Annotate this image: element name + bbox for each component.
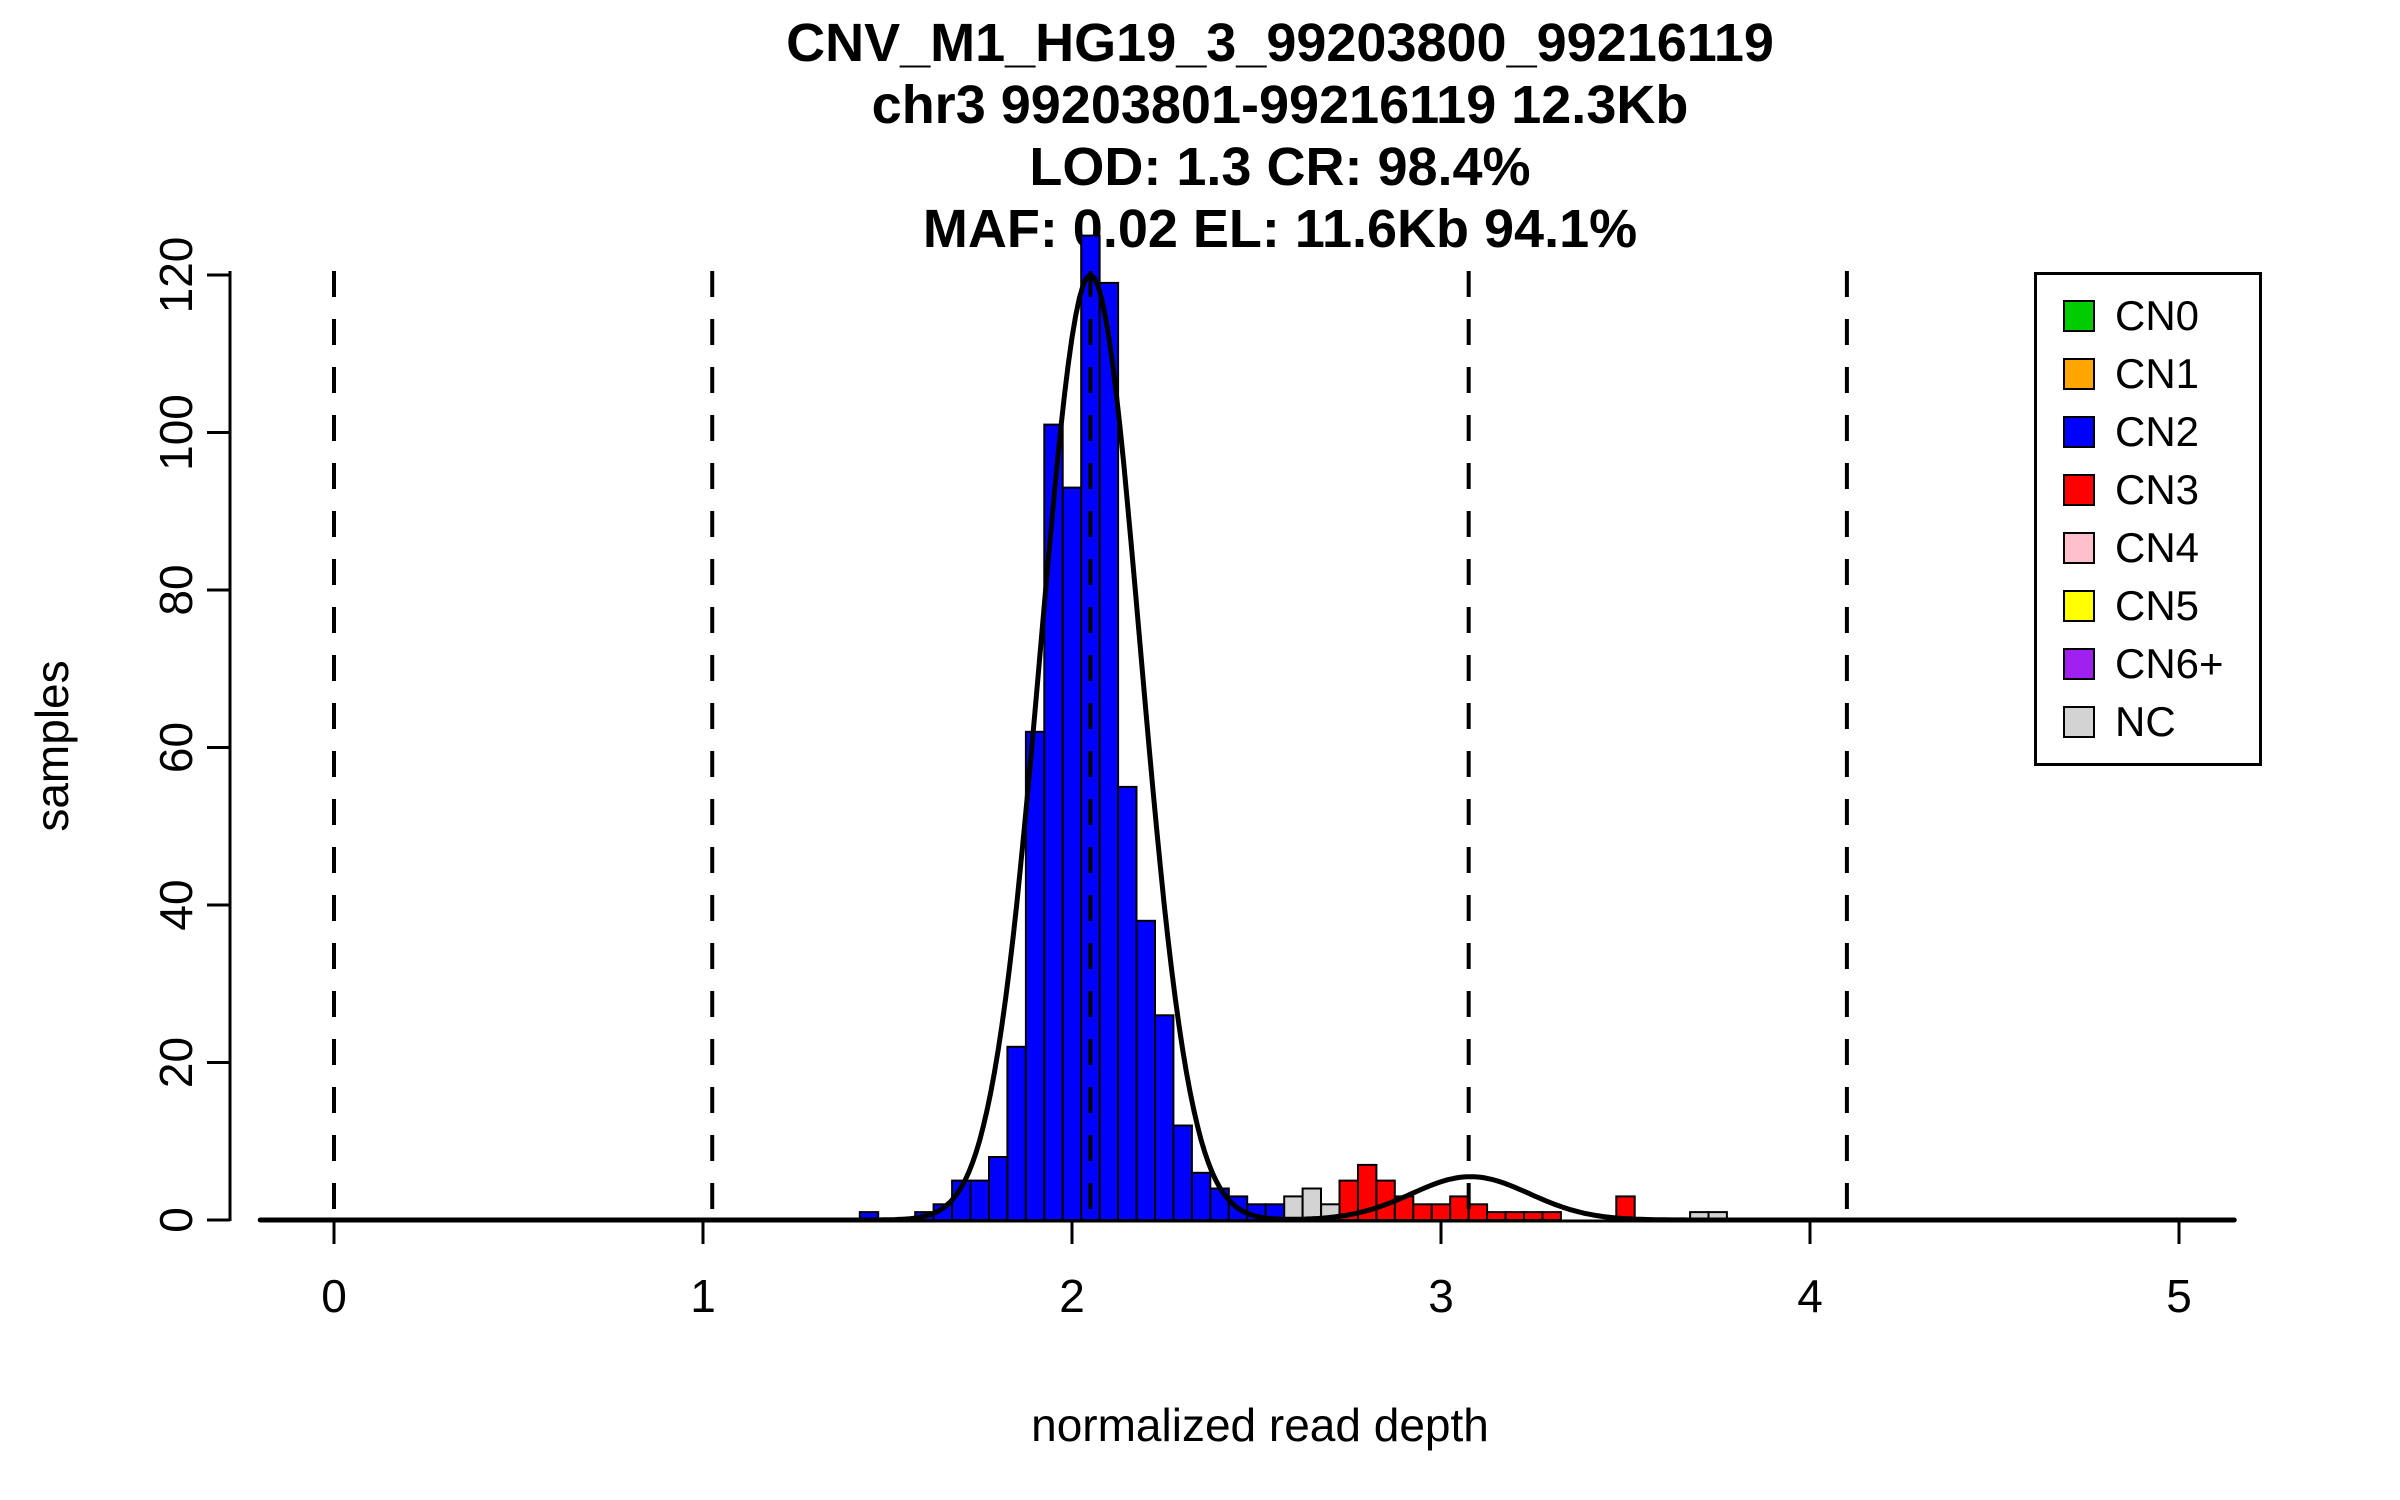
legend-item: CN2 xyxy=(2037,403,2259,461)
legend-label: CN3 xyxy=(2115,466,2200,513)
x-axis-label: normalized read depth xyxy=(1031,1399,1489,1451)
legend-swatch-cn0 xyxy=(2063,300,2095,332)
histogram-bar xyxy=(1467,1203,1489,1222)
density-curve xyxy=(257,272,2237,1223)
y-tick-label: 100 xyxy=(150,394,202,471)
histogram-bar xyxy=(1283,1195,1304,1222)
histogram-bar xyxy=(1190,1171,1212,1222)
x-tick-label: 4 xyxy=(1797,1270,1823,1322)
title-line-2: chr3 99203801-99216119 12.3Kb xyxy=(871,75,1689,135)
y-tick-label: 20 xyxy=(150,1037,202,1088)
legend-swatch-cn1 xyxy=(2063,358,2095,390)
histogram-bar xyxy=(1006,1045,1027,1222)
legend-item: CN0 xyxy=(2037,287,2259,345)
x-tick-label: 2 xyxy=(1059,1270,1085,1322)
histogram-bar xyxy=(1523,1211,1544,1221)
legend-swatch-cn5 xyxy=(2063,590,2095,622)
histogram-bar xyxy=(1449,1195,1470,1222)
legend-swatch-nc xyxy=(2063,706,2095,738)
title-line-4: MAF: 0.02 EL: 11.6Kb 94.1% xyxy=(922,199,1638,259)
legend-item: CN3 xyxy=(2037,461,2259,519)
histogram-bar xyxy=(988,1156,1009,1221)
histogram-bar xyxy=(1043,423,1064,1222)
legend-label: CN0 xyxy=(2115,292,2200,339)
title-block: CNV_M1_HG19_3_99203800_99216119 chr3 992… xyxy=(160,12,2400,260)
histogram-bar xyxy=(1061,486,1083,1222)
legend-swatch-cn4 xyxy=(2063,532,2095,564)
title-line-3: LOD: 1.3 CR: 98.4% xyxy=(1029,137,1531,197)
y-axis-label: samples xyxy=(26,660,78,832)
legend: CN0 CN1 CN2 CN3 CN4 CN5 CN6+ NC xyxy=(2034,272,2262,766)
legend-item: CN6+ xyxy=(2037,635,2259,693)
y-tick-label: 60 xyxy=(150,722,202,773)
x-tick-label: 1 xyxy=(690,1270,716,1322)
y-tick-label: 40 xyxy=(150,879,202,930)
histogram-bar xyxy=(1541,1211,1562,1221)
title-line-1: CNV_M1_HG19_3_99203800_99216119 xyxy=(786,13,1774,73)
histogram-bar xyxy=(1117,785,1138,1222)
legend-label: CN5 xyxy=(2115,582,2200,629)
legend-item: NC xyxy=(2037,693,2259,751)
legend-swatch-cn6+ xyxy=(2063,648,2095,680)
histogram-bar xyxy=(1430,1203,1452,1222)
histogram-bar xyxy=(1504,1211,1525,1221)
legend-label: CN6+ xyxy=(2115,640,2224,687)
histogram-bar xyxy=(1154,1014,1175,1222)
x-tick-label: 0 xyxy=(321,1270,347,1322)
legend-item: CN5 xyxy=(2037,577,2259,635)
y-tick-label: 80 xyxy=(150,564,202,615)
x-tick-label: 5 xyxy=(2166,1270,2192,1322)
histogram-bar xyxy=(1486,1211,1507,1221)
legend-label: CN2 xyxy=(2115,408,2200,455)
histogram-bar xyxy=(1135,919,1156,1222)
histogram-bar xyxy=(1301,1187,1322,1221)
y-tick-label: 0 xyxy=(150,1207,202,1233)
legend-item: CN4 xyxy=(2037,519,2259,577)
histogram-bar xyxy=(1172,1124,1193,1221)
histogram-bar xyxy=(1098,281,1120,1221)
legend-item: CN1 xyxy=(2037,345,2259,403)
histogram-bar xyxy=(1412,1203,1433,1222)
x-tick-label: 3 xyxy=(1428,1270,1454,1322)
legend-label: CN4 xyxy=(2115,524,2200,571)
legend-swatch-cn3 xyxy=(2063,474,2095,506)
histogram-bar xyxy=(969,1179,990,1221)
legend-label: CN1 xyxy=(2115,350,2200,397)
legend-swatch-cn2 xyxy=(2063,416,2095,448)
legend-label: NC xyxy=(2115,698,2176,745)
y-tick-label: 120 xyxy=(150,237,202,314)
